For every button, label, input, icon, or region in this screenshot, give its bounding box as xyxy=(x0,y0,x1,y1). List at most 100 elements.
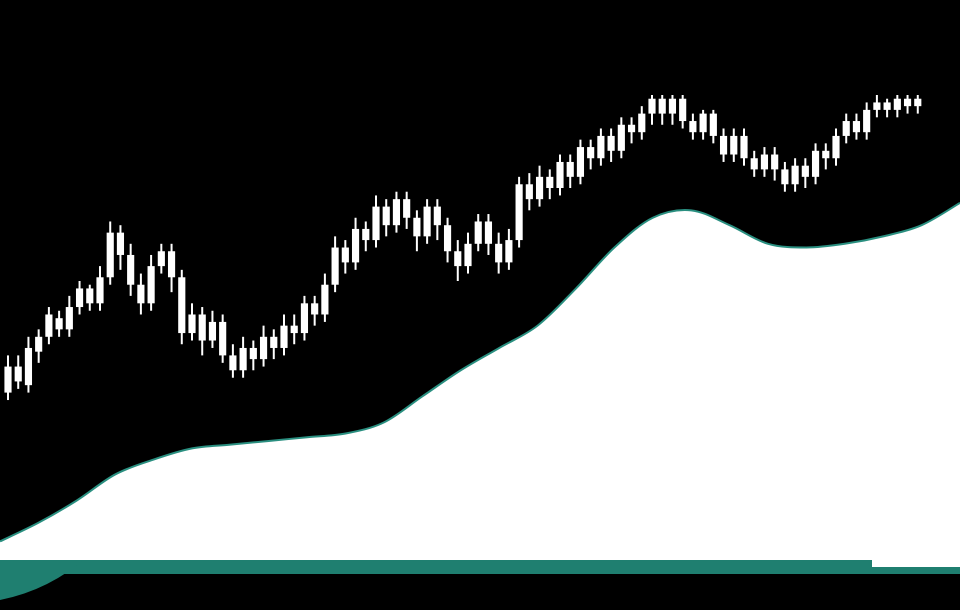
candle-body xyxy=(188,314,196,334)
candle-body xyxy=(341,247,349,263)
candle-body xyxy=(495,243,503,263)
candle-body xyxy=(607,135,615,151)
candle xyxy=(709,109,717,144)
candle-body xyxy=(719,135,728,155)
candle xyxy=(188,303,196,341)
candle xyxy=(811,143,820,185)
candle xyxy=(403,191,411,229)
candle xyxy=(208,310,217,348)
candle xyxy=(842,113,850,144)
candle xyxy=(597,128,605,166)
candle-body xyxy=(413,217,421,237)
candle xyxy=(96,266,104,311)
candle xyxy=(668,95,677,125)
candle-body xyxy=(280,325,288,348)
candle xyxy=(423,199,431,244)
candle-body xyxy=(157,251,165,267)
area-base-block xyxy=(872,559,960,567)
candle-body xyxy=(597,135,605,159)
candle xyxy=(658,95,666,125)
candle-body xyxy=(750,158,758,170)
candle-body xyxy=(229,355,237,371)
candle xyxy=(280,314,288,356)
candle-body xyxy=(791,165,799,185)
candle xyxy=(35,329,43,363)
candle xyxy=(106,221,114,285)
candle xyxy=(351,217,360,270)
candle-body xyxy=(587,147,595,159)
candle-body xyxy=(658,98,666,114)
candle xyxy=(903,95,912,114)
candle-body xyxy=(321,284,329,315)
candle xyxy=(566,154,574,188)
candle-body xyxy=(116,232,125,255)
candle xyxy=(873,95,881,118)
candle xyxy=(270,329,278,360)
candle xyxy=(147,254,155,311)
candle-body xyxy=(627,124,636,133)
candle xyxy=(556,154,564,196)
candle xyxy=(689,113,697,140)
candle xyxy=(617,117,625,159)
area-edge-line xyxy=(0,202,960,543)
candle xyxy=(341,240,349,274)
candle-body xyxy=(65,307,73,330)
candle-body xyxy=(740,135,748,159)
candle-body xyxy=(147,266,155,304)
candle-body xyxy=(311,303,319,315)
candle-body xyxy=(474,221,482,244)
candle-body xyxy=(239,347,247,371)
candle-body xyxy=(730,135,738,155)
candle-body xyxy=(208,321,217,341)
candle xyxy=(413,210,421,252)
candle-body xyxy=(863,109,871,133)
candle xyxy=(157,243,165,274)
candle-body xyxy=(822,150,830,159)
candle-body xyxy=(35,336,43,352)
candle xyxy=(14,355,22,389)
candle-body xyxy=(852,121,861,133)
candle-body xyxy=(668,98,677,114)
candle xyxy=(495,232,503,274)
candle-body xyxy=(14,366,22,382)
candle xyxy=(239,336,247,378)
candle xyxy=(229,344,237,378)
candle-body xyxy=(45,314,53,337)
candle-body xyxy=(178,277,186,334)
candle xyxy=(576,139,585,185)
candle-body xyxy=(781,169,789,185)
candle xyxy=(86,284,94,311)
candle xyxy=(740,128,748,166)
candle-body xyxy=(556,161,564,188)
area-series-layer xyxy=(0,202,960,567)
candle xyxy=(433,199,441,241)
candle-body xyxy=(403,199,411,218)
candle xyxy=(55,310,63,337)
candle-body xyxy=(617,124,625,151)
candle xyxy=(822,143,830,170)
candle-body xyxy=(362,228,370,241)
candle xyxy=(443,217,452,263)
candle-body xyxy=(883,102,891,110)
candle xyxy=(127,243,135,296)
candle-body xyxy=(648,98,656,114)
candle xyxy=(699,109,707,140)
candle xyxy=(627,117,636,144)
candle xyxy=(474,214,482,252)
candle xyxy=(198,307,206,356)
candle-body xyxy=(24,347,33,386)
candle xyxy=(801,158,809,188)
candle-body xyxy=(433,206,441,226)
candle xyxy=(290,314,298,345)
candle xyxy=(321,273,329,322)
candle xyxy=(515,176,523,248)
candle xyxy=(525,173,533,211)
candle xyxy=(505,228,513,270)
candle xyxy=(760,147,769,177)
candle xyxy=(484,214,493,255)
candle-body xyxy=(760,154,769,170)
candle xyxy=(24,336,33,393)
candle-body xyxy=(96,277,104,304)
